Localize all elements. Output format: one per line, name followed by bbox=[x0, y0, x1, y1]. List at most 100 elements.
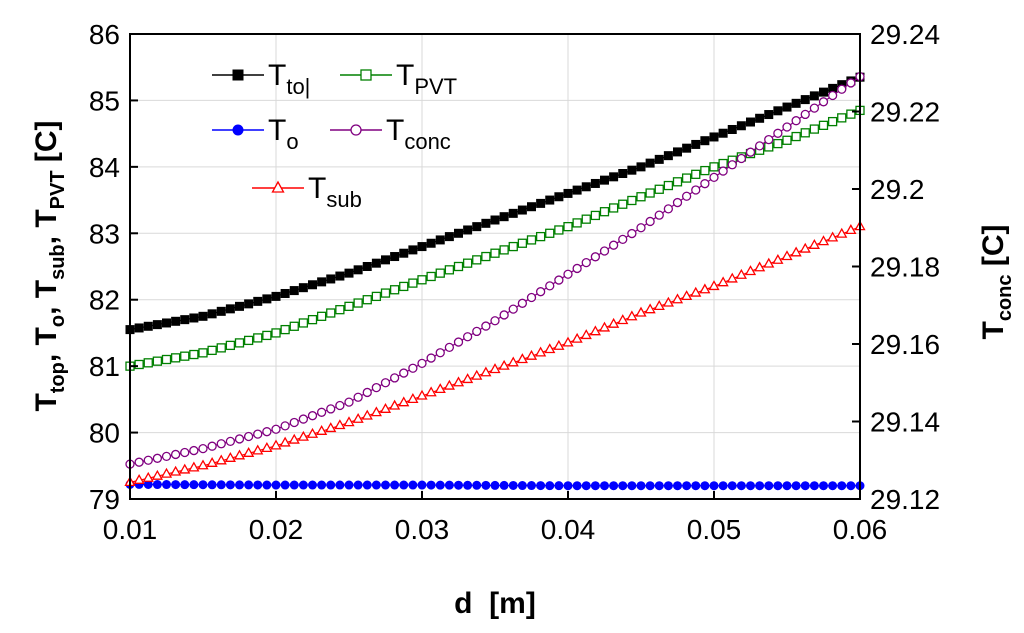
data-point bbox=[663, 204, 674, 214]
data-point bbox=[380, 378, 391, 388]
data-point bbox=[390, 480, 400, 490]
y-left-tick-label: 86 bbox=[89, 19, 120, 50]
data-point bbox=[645, 188, 655, 198]
data-point bbox=[691, 481, 701, 491]
data-point bbox=[809, 124, 820, 134]
y-right-tick-label: 29.18 bbox=[870, 252, 940, 283]
legend-label: To bbox=[268, 114, 299, 154]
x-tick-label: 0.02 bbox=[249, 514, 304, 545]
data-point bbox=[572, 218, 582, 228]
data-point bbox=[198, 348, 208, 358]
data-point bbox=[463, 225, 473, 235]
data-point bbox=[627, 165, 637, 175]
data-point bbox=[608, 317, 620, 328]
data-point bbox=[644, 303, 656, 314]
data-point bbox=[350, 124, 362, 136]
data-point bbox=[335, 305, 345, 315]
data-point bbox=[635, 306, 647, 317]
data-point bbox=[335, 480, 345, 490]
data-point bbox=[234, 434, 245, 444]
data-point bbox=[627, 481, 637, 491]
data-point bbox=[152, 356, 163, 366]
data-point bbox=[235, 480, 244, 490]
legend-item-t-pvt: TPVT bbox=[340, 59, 457, 99]
data-point bbox=[499, 480, 509, 490]
data-point bbox=[417, 275, 427, 285]
data-point bbox=[499, 212, 509, 222]
data-point bbox=[846, 481, 856, 491]
data-point bbox=[288, 433, 300, 444]
data-point bbox=[681, 173, 692, 183]
data-point bbox=[262, 427, 272, 437]
data-point bbox=[390, 252, 400, 262]
x-tick-label: 0.03 bbox=[395, 514, 450, 545]
data-point bbox=[535, 231, 546, 242]
data-point bbox=[225, 436, 236, 447]
data-point bbox=[344, 397, 354, 407]
data-point bbox=[490, 248, 500, 258]
data-point bbox=[462, 258, 473, 268]
data-point bbox=[498, 359, 510, 370]
x-axis-title: d [m] bbox=[454, 587, 536, 620]
data-point bbox=[233, 449, 246, 460]
data-point bbox=[462, 332, 473, 342]
legend-label: Tconc bbox=[386, 114, 451, 154]
data-point bbox=[526, 292, 537, 303]
data-point bbox=[325, 422, 337, 433]
data-point bbox=[709, 132, 719, 142]
data-point bbox=[452, 376, 465, 387]
data-point bbox=[243, 431, 254, 442]
data-point bbox=[609, 481, 619, 491]
data-point bbox=[663, 481, 673, 491]
data-point bbox=[171, 316, 181, 326]
data-point bbox=[179, 463, 191, 474]
data-point bbox=[809, 91, 819, 101]
legend-label: TPVT bbox=[396, 59, 457, 99]
data-point bbox=[335, 271, 345, 281]
data-point bbox=[416, 389, 428, 400]
series-line bbox=[129, 76, 861, 331]
data-point bbox=[262, 330, 272, 341]
series-t-pvt bbox=[125, 105, 865, 371]
data-point bbox=[736, 481, 746, 491]
data-point bbox=[572, 481, 582, 491]
data-point bbox=[700, 179, 710, 189]
data-point bbox=[151, 469, 163, 480]
data-point bbox=[764, 110, 774, 120]
data-point bbox=[636, 481, 646, 491]
data-point bbox=[581, 481, 591, 491]
data-point bbox=[718, 166, 728, 176]
data-point bbox=[160, 467, 173, 478]
series-t-conc bbox=[125, 71, 865, 469]
data-point bbox=[490, 480, 500, 490]
data-point bbox=[180, 315, 190, 325]
data-point bbox=[718, 158, 728, 169]
data-point bbox=[617, 314, 629, 325]
data-point bbox=[526, 235, 537, 245]
data-point bbox=[536, 198, 546, 208]
data-point bbox=[298, 283, 308, 293]
data-point bbox=[244, 299, 254, 309]
data-point bbox=[754, 261, 766, 272]
y-left-tick-label: 81 bbox=[89, 351, 120, 382]
data-point bbox=[708, 280, 720, 291]
data-point bbox=[781, 250, 793, 261]
data-point bbox=[791, 481, 801, 491]
data-point bbox=[180, 480, 190, 490]
data-point bbox=[335, 400, 345, 411]
data-point bbox=[535, 346, 547, 357]
data-point bbox=[671, 293, 684, 304]
data-point bbox=[232, 124, 244, 136]
data-point bbox=[308, 280, 317, 290]
data-point bbox=[134, 457, 144, 467]
y-left-tick-label: 82 bbox=[89, 285, 120, 316]
legend-item-t-o: To bbox=[212, 114, 299, 154]
data-point bbox=[398, 396, 410, 407]
data-point bbox=[791, 131, 801, 142]
data-point bbox=[472, 326, 482, 337]
data-point bbox=[808, 239, 820, 249]
data-point bbox=[417, 242, 427, 252]
data-point bbox=[544, 343, 556, 354]
data-point bbox=[581, 182, 591, 192]
